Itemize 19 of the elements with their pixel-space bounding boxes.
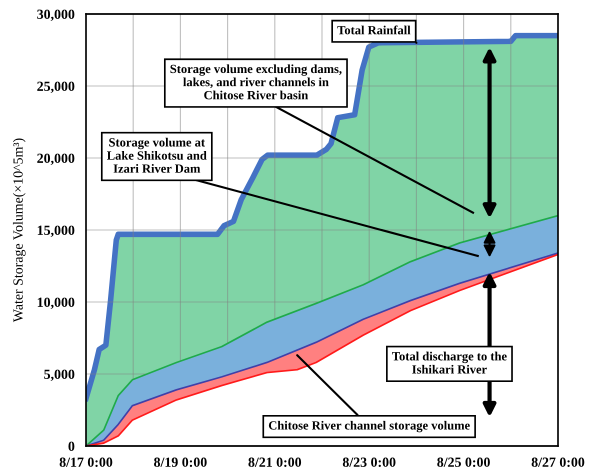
annotation: Total discharge to the Ishikari River <box>392 352 507 374</box>
x-tick-label: 8/23 0:00 <box>342 458 396 467</box>
y-tick-label: 5,000 <box>44 370 74 381</box>
y-axis-title: Water Storage Volume(×10^5m³) <box>12 138 26 322</box>
x-tick-label: 8/25 0:00 <box>437 458 490 467</box>
y-tick-label: 30,000 <box>37 10 74 21</box>
annotation: Total Rainfall <box>337 25 410 34</box>
y-tick-label: 15,000 <box>38 226 74 237</box>
y-tick-label: 25,000 <box>37 82 74 93</box>
annotation: Storage volume at Lake Shikotsu and Izari River Dam <box>106 138 207 173</box>
x-tick-label: 8/21 0:00 <box>248 458 302 467</box>
annotation: Storage volume excluding dams, lakes, and river channels in Chitose River basin <box>170 64 342 100</box>
annotation: Chitose River channel storage volume <box>268 420 470 432</box>
y-tick-label: 20,000 <box>37 154 74 165</box>
x-tick-label: 8/19 0:00 <box>154 458 207 467</box>
x-tick-label: 8/17 0:00 <box>60 458 112 467</box>
x-tick-label: 8/27 0:00 <box>532 458 584 467</box>
y-tick-label: 10,000 <box>38 298 74 309</box>
y-tick-label: 0 <box>68 442 74 451</box>
